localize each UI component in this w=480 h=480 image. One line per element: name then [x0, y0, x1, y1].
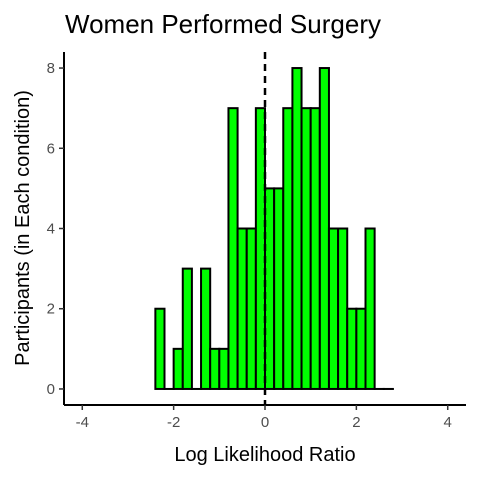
- y-tick-label-2: 4: [47, 221, 55, 238]
- histogram-bar-9: [236, 227, 248, 390]
- histogram-bar-11: [254, 107, 266, 390]
- histogram-bar-17: [309, 107, 321, 390]
- y-tick-label-4: 8: [47, 60, 55, 77]
- histogram-bar-19: [327, 227, 340, 390]
- histogram-bar-10: [245, 227, 257, 390]
- x-tick-label-1: -2: [167, 414, 180, 431]
- histogram-bar-7: [218, 347, 230, 390]
- histogram-bar-0: [154, 307, 166, 390]
- histogram-bar-12: [264, 187, 276, 390]
- histogram-bar-2: [172, 347, 184, 390]
- histogram-bar-14: [282, 107, 294, 390]
- y-tick-label-1: 2: [47, 301, 55, 318]
- histogram-bar-3: [181, 267, 193, 390]
- histogram-bar-15: [291, 67, 303, 390]
- histogram-bar-5: [200, 267, 212, 390]
- x-tick-label-3: 2: [352, 414, 360, 431]
- histogram-bar-22: [355, 307, 367, 390]
- histogram-bar-23: [364, 227, 376, 390]
- histogram-bar-13: [273, 187, 285, 390]
- histogram-bar-6: [209, 347, 221, 390]
- bars: [154, 67, 394, 390]
- y-tick-label-3: 6: [47, 140, 55, 157]
- histogram-bar-18: [318, 67, 330, 390]
- histogram-bar-21: [346, 307, 358, 390]
- histogram-bar-20: [337, 227, 349, 390]
- histogram-bar-8: [227, 107, 239, 390]
- histogram-bar-16: [300, 107, 312, 390]
- x-tick-label-0: -4: [76, 414, 89, 431]
- x-tick-label-4: 4: [444, 414, 452, 431]
- chart-title: Women Performed Surgery: [65, 9, 381, 39]
- y-axis-label: Participants (in Each condition): [12, 90, 34, 366]
- y-tick-label-0: 0: [47, 381, 55, 398]
- x-axis-ticks: -4 -2 0 2 4: [76, 405, 452, 431]
- x-axis-label: Log Likelihood Ratio: [174, 444, 355, 466]
- x-tick-label-2: 0: [261, 414, 269, 431]
- y-axis-ticks: 0 2 4 6 8: [47, 60, 64, 398]
